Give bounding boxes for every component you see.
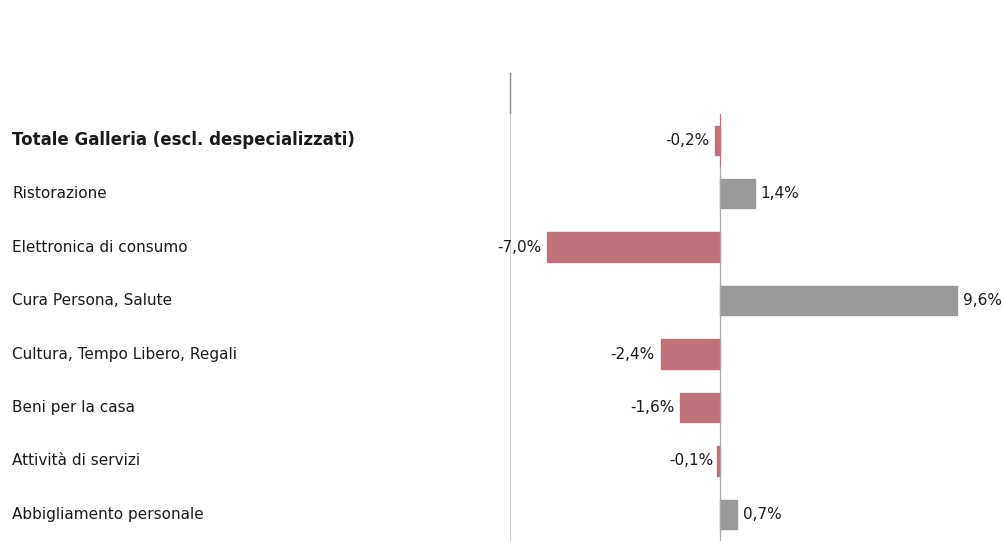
Text: Cura Persona, Salute: Cura Persona, Salute: [12, 293, 172, 308]
Text: Attività di servizi: Attività di servizi: [12, 453, 140, 469]
Text: 1,4%: 1,4%: [760, 186, 798, 201]
Text: -2,4%: -2,4%: [610, 347, 654, 361]
Text: 9,6%: 9,6%: [962, 293, 1001, 308]
Text: Ristorazione: Ristorazione: [12, 186, 106, 201]
Bar: [719, 499, 736, 529]
Bar: [719, 179, 754, 208]
Bar: [719, 286, 956, 315]
Text: Categoria: Categoria: [218, 86, 292, 101]
Text: Abbigliamento personale: Abbigliamento personale: [12, 507, 204, 522]
Text: Elettronica di consumo: Elettronica di consumo: [12, 240, 188, 255]
Bar: [714, 126, 719, 155]
Text: Totale Galleria (escl. despecializzati): Totale Galleria (escl. despecializzati): [12, 131, 355, 149]
Text: Vendite per Merceologia (var. %) | gen-mar 2024 vs gen-mar 2023: Vendite per Merceologia (var. %) | gen-m…: [63, 24, 940, 49]
Bar: [680, 393, 719, 422]
Bar: [547, 233, 719, 262]
Text: Beni per la casa: Beni per la casa: [12, 400, 135, 415]
Text: -7,0%: -7,0%: [496, 240, 541, 255]
Text: -0,2%: -0,2%: [664, 133, 708, 148]
Text: Cultura, Tempo Libero, Regali: Cultura, Tempo Libero, Regali: [12, 347, 237, 361]
Bar: [717, 446, 719, 476]
Text: 0,7%: 0,7%: [742, 507, 781, 522]
Text: Variazioni %: Variazioni %: [709, 86, 803, 101]
Bar: [660, 339, 719, 369]
Text: -1,6%: -1,6%: [630, 400, 674, 415]
Text: -0,1%: -0,1%: [669, 453, 713, 469]
